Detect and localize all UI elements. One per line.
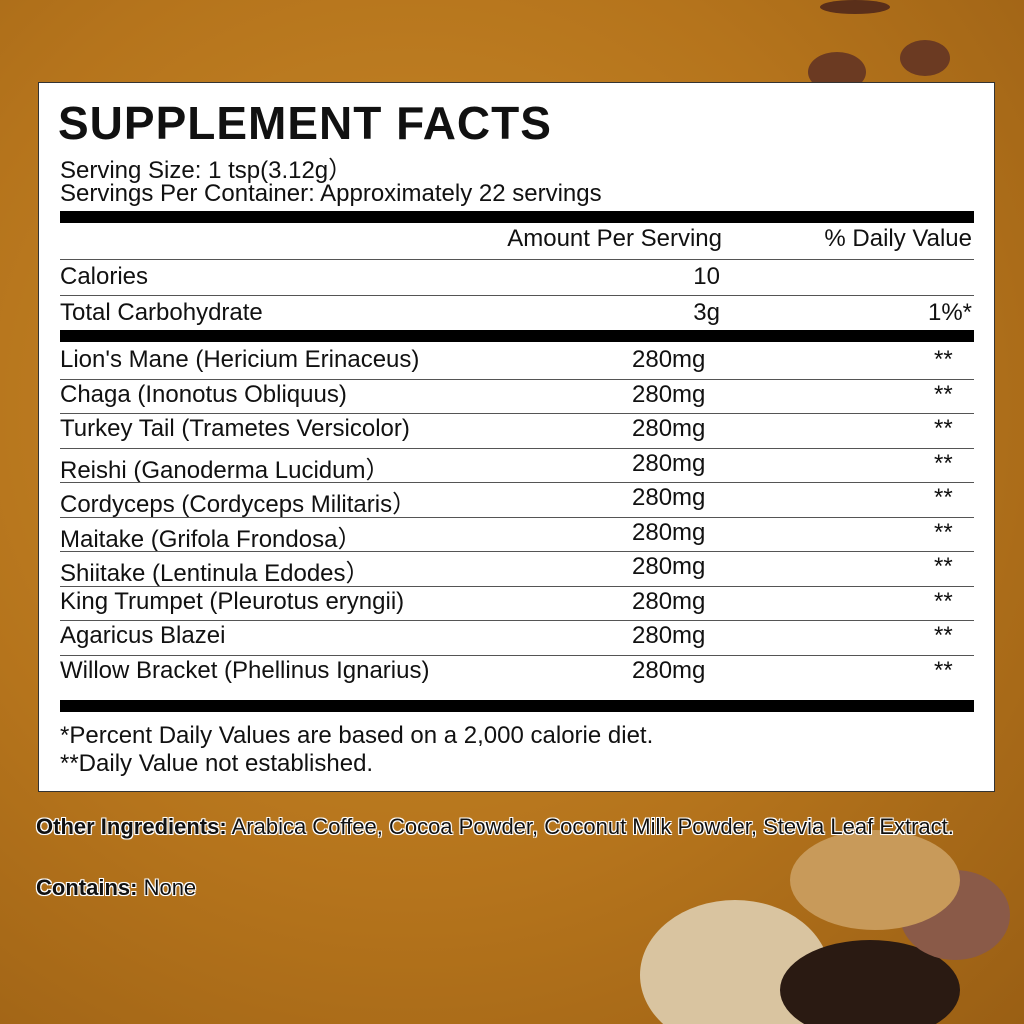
column-header: Amount Per Serving bbox=[507, 225, 722, 252]
ingredient-amount: 280mg bbox=[632, 518, 706, 546]
ingredient-dv: ** bbox=[934, 587, 953, 615]
nutrient-dv: 1%* bbox=[927, 299, 972, 326]
ingredient-amount: 280mg bbox=[632, 415, 706, 442]
divider bbox=[60, 700, 974, 712]
row-line bbox=[60, 259, 974, 260]
row-line bbox=[60, 585, 974, 587]
serving-size: Serving Size: 1 tsp(3.12g） bbox=[60, 157, 353, 184]
text: Arabica Coffee, Cocoa Powder, Coconut Mi… bbox=[231, 814, 954, 839]
row-line bbox=[60, 482, 974, 483]
decor-bean bbox=[820, 0, 890, 14]
ingredient-dv: ** bbox=[934, 518, 953, 546]
ingredient-name: Shiitake (Lentinula Edodes） bbox=[60, 560, 370, 587]
other-ingredients: Other Ingredients: Arabica Coffee, Cocoa… bbox=[36, 815, 986, 839]
ingredient-amount: 280mg bbox=[632, 656, 706, 684]
nutrient-amount: 10 bbox=[693, 263, 720, 290]
divider bbox=[60, 330, 974, 342]
ingredient-name: Turkey Tail (Trametes Versicolor) bbox=[60, 415, 410, 442]
ingredient-dv: ** bbox=[934, 553, 953, 580]
nutrient-amount: 3g bbox=[693, 299, 720, 326]
ingredient-name: Willow Bracket (Phellinus Ignarius) bbox=[60, 656, 430, 684]
ingredient-dv: ** bbox=[934, 656, 953, 684]
row-line bbox=[60, 551, 974, 552]
ingredient-dv: ** bbox=[934, 415, 953, 442]
ingredient-amount: 280mg bbox=[632, 484, 706, 511]
ingredient-name: Maitake (Grifola Frondosa） bbox=[60, 525, 362, 553]
row-line bbox=[60, 620, 974, 621]
title: SUPPLEMENT FACTS bbox=[58, 97, 552, 149]
footnote: *Percent Daily Values are based on a 2,0… bbox=[60, 722, 654, 749]
ingredient-dv: ** bbox=[934, 484, 953, 511]
ingredient-name: Chaga (Inonotus Obliquus) bbox=[60, 380, 347, 408]
column-header: % Daily Value bbox=[824, 225, 972, 252]
ingredient-name: Reishi (Ganoderma Lucidum） bbox=[60, 456, 390, 484]
servings-per-container: Servings Per Container: Approximately 22… bbox=[60, 180, 602, 207]
ingredient-amount: 280mg bbox=[632, 449, 706, 477]
ingredient-amount: 280mg bbox=[632, 346, 706, 373]
row-line bbox=[60, 447, 974, 449]
ingredient-amount: 280mg bbox=[632, 622, 706, 649]
row-line bbox=[60, 378, 974, 380]
ingredient-amount: 280mg bbox=[632, 553, 706, 580]
ingredient-name: Cordyceps (Cordyceps Militaris） bbox=[60, 491, 417, 518]
nutrient-name: Total Carbohydrate bbox=[60, 299, 263, 326]
ingredient-name: King Trumpet (Pleurotus eryngii) bbox=[60, 587, 405, 615]
ingredient-name: Agaricus Blazei bbox=[60, 622, 226, 649]
nutrient-name: Calories bbox=[60, 263, 149, 290]
row-line bbox=[60, 295, 974, 296]
ingredient-dv: ** bbox=[934, 622, 953, 649]
decor-bean bbox=[900, 40, 950, 76]
row-line bbox=[60, 516, 974, 518]
row-line bbox=[60, 654, 974, 656]
ingredient-amount: 280mg bbox=[632, 587, 706, 615]
contains: Contains: None bbox=[36, 876, 986, 900]
ingredient-dv: ** bbox=[934, 380, 953, 408]
divider bbox=[60, 211, 974, 223]
footnote: **Daily Value not established. bbox=[60, 750, 374, 777]
ingredient-dv: ** bbox=[934, 346, 953, 373]
text: None bbox=[143, 875, 197, 900]
label: Contains: bbox=[36, 875, 138, 900]
ingredient-amount: 280mg bbox=[632, 380, 706, 408]
facts-panel bbox=[38, 82, 995, 792]
label: Other Ingredients: bbox=[36, 814, 227, 839]
ingredient-name: Lion's Mane (Hericium Erinaceus) bbox=[60, 346, 420, 373]
decor-cordyceps bbox=[790, 830, 960, 930]
row-line bbox=[60, 413, 974, 414]
ingredient-dv: ** bbox=[934, 449, 953, 477]
